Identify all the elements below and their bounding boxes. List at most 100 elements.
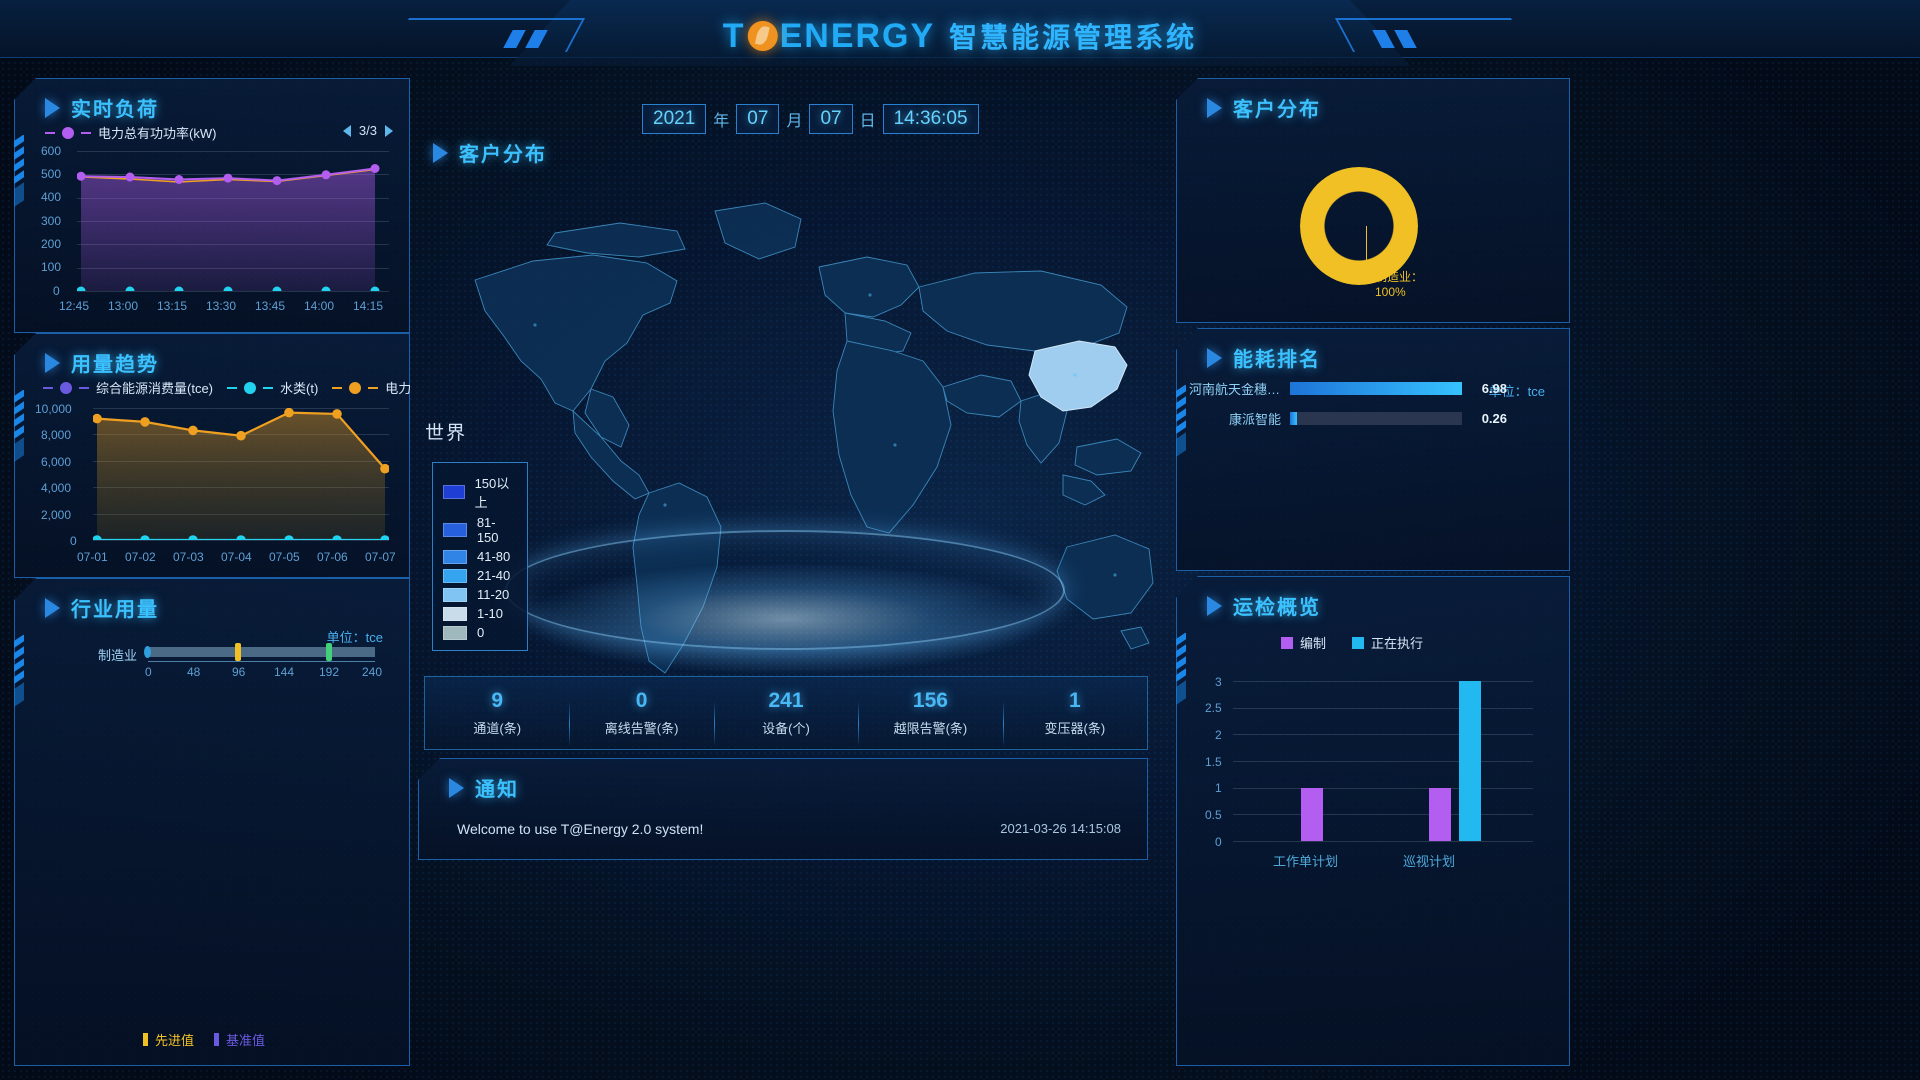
legend-item: 1-10 (433, 604, 527, 623)
legend-swatch-icon (1352, 636, 1365, 649)
panel-ops-overview-header: 运检概览 (1207, 591, 1321, 620)
stats-bar: 9 通道(条) 0 离线告警(条) 241 设备(个) 156 越限告警(条) … (424, 676, 1148, 750)
panel-usage-trend: 用量趋势 综合能源消费量(tce) 水类(t) 电力(kWh) (14, 333, 410, 578)
ops-bar-executing-inspection[interactable] (1459, 681, 1481, 841)
donut-leader-line (1366, 226, 1367, 272)
realtime-load-legend: 电力总有功功率(kW) (45, 123, 216, 142)
realtime-load-pager[interactable]: 3/3 (342, 123, 393, 138)
ops-bar-planned-workorder[interactable] (1301, 787, 1323, 841)
pager-prev-icon[interactable] (342, 124, 351, 137)
panel-realtime-load: 实时负荷 3/3 电力总有功功率(kW) (14, 78, 410, 333)
world-map-section: 客户分布 (415, 70, 1155, 770)
triangle-marker-icon (1207, 595, 1222, 616)
rank-track (1290, 412, 1462, 425)
legend-dot-icon (60, 381, 72, 394)
legend-label: 21-40 (477, 568, 511, 583)
slider-advanced-marker[interactable] (235, 643, 241, 661)
notice-timestamp: 2021-03-26 14:15:08 (1000, 821, 1121, 836)
industry-usage-axis-line (148, 661, 375, 662)
panel-realtime-load-title: 实时负荷 (71, 99, 159, 121)
legend-label: 先进值 (155, 1033, 195, 1048)
stat-value: 9 (491, 689, 504, 712)
legend-swatch-icon (214, 1033, 220, 1046)
legend-dot-icon (349, 381, 362, 394)
logo-text: T ENERGY (722, 16, 936, 55)
industry-usage-row-label: 制造业 (98, 648, 138, 663)
stat-value: 1 (1068, 689, 1081, 712)
date-month-unit: 月 (786, 113, 803, 130)
ops-xtick-workorder: 工作单计划 (1273, 854, 1339, 869)
page-title: 智慧能源管理系统 (949, 22, 1198, 53)
industry-usage-slider-track[interactable] (144, 643, 375, 661)
triangle-marker-icon (1207, 97, 1222, 118)
ops-bar-planned-inspection[interactable] (1429, 787, 1451, 841)
panel-ops-overview: 运检概览 编制 正在执行 (1176, 576, 1570, 1066)
industry-usage-unit: 单位：tce (326, 630, 383, 645)
pager-label: 3/3 (358, 123, 377, 138)
ops-overview-legend: 编制 正在执行 (1281, 633, 1423, 652)
triangle-marker-icon (45, 352, 60, 373)
rank-row[interactable]: 康派智能 0.26 (1189, 409, 1507, 428)
panel-customer-distribution-header: 客户分布 (1207, 93, 1321, 122)
legend-label: 基准值 (226, 1033, 266, 1048)
legend-swatch-icon (443, 549, 467, 564)
legend-label: 150以上 (474, 476, 510, 510)
date-month: 07 (736, 104, 780, 134)
donut-leader-line-h (1366, 272, 1380, 273)
legend-swatch-icon (443, 625, 467, 640)
usage-trend-line-svg (93, 408, 389, 540)
rank-fill (1290, 382, 1462, 395)
map-header: 客户分布 (433, 138, 547, 167)
legend-dot-icon (244, 381, 257, 394)
legend-item: 150以上 (433, 471, 527, 513)
stat-offline-alarms: 0 离线告警(条) (569, 689, 713, 747)
rank-track (1290, 382, 1462, 395)
notice-row[interactable]: Welcome to use T@Energy 2.0 system! 2021… (457, 821, 1121, 837)
legend-item: 21-40 (433, 566, 527, 585)
rank-row[interactable]: 河南航天金穗电... 6.98 (1189, 379, 1507, 398)
rank-name: 康派智能 (1228, 412, 1281, 427)
stat-channels: 9 通道(条) (425, 689, 569, 737)
legend-label: 电力(kWh) (385, 381, 446, 396)
rank-value: 0.26 (1481, 411, 1507, 426)
panel-notice: 通知 Welcome to use T@Energy 2.0 system! 2… (418, 758, 1148, 860)
stat-value: 156 (912, 689, 948, 712)
notice-message: Welcome to use T@Energy 2.0 system! (457, 821, 704, 837)
stat-value: 241 (768, 689, 804, 712)
date-year: 2021 (642, 104, 707, 134)
legend-item-power: 电力总有功功率(kW) (45, 123, 216, 142)
stat-label: 越限告警(条) (893, 721, 968, 736)
slider-baseline-marker[interactable] (326, 643, 332, 661)
rank-value: 6.98 (1481, 381, 1507, 396)
legend-label: 0 (477, 625, 485, 640)
triangle-marker-icon (45, 597, 60, 618)
panel-realtime-load-header: 实时负荷 (45, 93, 159, 122)
map-region-label: 世界 (425, 423, 468, 444)
legend-label: 编制 (1300, 636, 1327, 651)
app-header: T ENERGY 智慧能源管理系统 (0, 0, 1920, 74)
customer-distribution-donut[interactable] (1300, 167, 1418, 285)
world-map-svg[interactable] (415, 175, 1155, 735)
donut-label: 制造业： 100% (1375, 270, 1423, 300)
legend-label: 1-10 (477, 606, 504, 621)
legend-label: 电力总有功功率(kW) (98, 126, 217, 141)
header-left-decoration (390, 6, 586, 52)
donut-label-category: 制造业： (1375, 270, 1424, 284)
ops-xtick-inspection: 巡视计划 (1403, 854, 1456, 869)
triangle-marker-icon (1207, 347, 1222, 368)
legend-swatch-icon (443, 523, 467, 537)
panel-notice-title: 通知 (475, 779, 519, 801)
legend-swatch-icon (443, 587, 467, 602)
date-day-unit: 日 (859, 113, 876, 130)
clock-time: 14:36:05 (882, 104, 979, 134)
legend-label: 水类(t) (280, 381, 319, 396)
legend-item: 81-150 (433, 513, 527, 547)
legend-item-electricity: 电力(kWh) (332, 378, 446, 397)
pager-next-icon[interactable] (385, 124, 393, 137)
slider-start-handle[interactable] (144, 646, 151, 658)
date-day: 07 (809, 104, 853, 134)
legend-label: 41-80 (477, 549, 511, 564)
legend-item-executing: 正在执行 (1352, 633, 1423, 652)
legend-label: 正在执行 (1371, 636, 1424, 651)
